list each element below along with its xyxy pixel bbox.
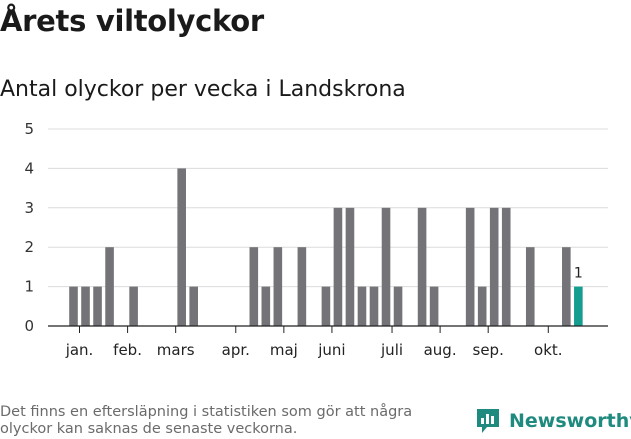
y-tick-label: 4: [24, 159, 34, 177]
bar: [525, 247, 535, 326]
chart-title: Årets viltolyckor: [0, 4, 264, 38]
y-tick-label: 5: [24, 120, 34, 138]
bar: [321, 286, 331, 326]
bar: [417, 207, 427, 326]
bar: [357, 286, 367, 326]
bar: [249, 247, 259, 326]
bar: [81, 286, 90, 326]
bar: [345, 207, 355, 326]
newsworthy-icon: [477, 409, 499, 433]
bar: [381, 207, 391, 326]
x-tick-label: juli: [380, 341, 403, 359]
y-tick-label: 1: [24, 278, 34, 296]
y-tick-label: 3: [24, 199, 34, 217]
bar: [261, 286, 271, 326]
footnote: Det finns en eftersläpning i statistiken…: [0, 404, 413, 437]
highlight-bar: [574, 286, 583, 326]
x-tick-label: feb.: [113, 341, 142, 359]
bar: [477, 286, 487, 326]
x-tick-label: sep.: [473, 341, 504, 359]
y-tick-label: 2: [24, 238, 34, 256]
bar-value-label: 1: [574, 266, 583, 282]
x-tick-label: okt.: [534, 341, 563, 359]
x-tick-label: apr.: [222, 341, 250, 359]
bar-chart: 0 1 2 3 4 5 1 jan. feb. mars apr. maj juni juli aug. se…: [24, 120, 608, 359]
bar: [562, 247, 571, 326]
chart-subtitle: Antal olyckor per vecka i Landskrona: [0, 77, 406, 102]
bar: [393, 286, 403, 326]
bar: [465, 207, 475, 326]
bar: [429, 286, 439, 326]
bar: [105, 247, 114, 326]
bar: [489, 207, 499, 326]
newsworthy-logo: Newsworthy: [475, 407, 631, 435]
bar: [501, 207, 511, 326]
brand-name: Newsworthy: [509, 410, 631, 432]
bar: [129, 286, 138, 326]
bar: [273, 247, 283, 326]
bar: [189, 286, 198, 326]
bar: [369, 286, 379, 326]
x-tick-label: jan.: [65, 341, 94, 359]
bar: [297, 247, 307, 326]
y-tick-label: 0: [24, 317, 34, 335]
bar: [177, 168, 186, 326]
x-tick-label: aug.: [424, 341, 457, 359]
x-tick-label: juni: [317, 341, 345, 359]
bar: [333, 207, 343, 326]
x-tick-label: mars: [157, 341, 195, 359]
x-tick-label: maj: [270, 341, 298, 359]
bar: [93, 286, 102, 326]
bar: [69, 286, 78, 326]
